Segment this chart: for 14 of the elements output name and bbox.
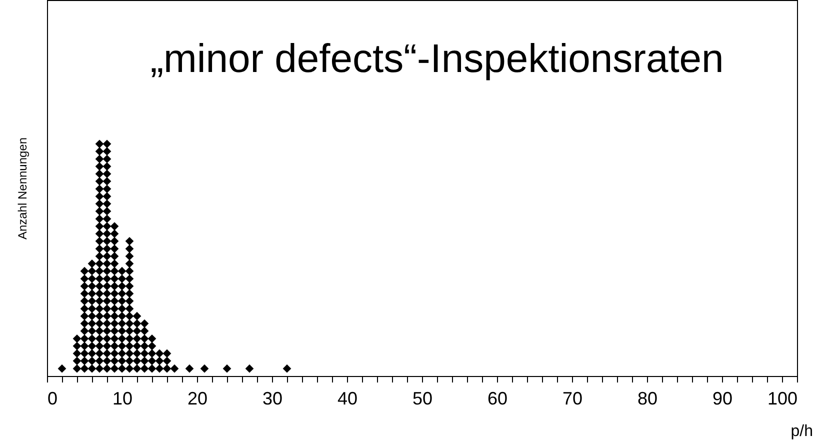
x-tick-label: 100 [767, 388, 798, 408]
x-tick-label: 40 [337, 388, 358, 408]
x-tick-label: 50 [412, 388, 433, 408]
x-tick-label: 10 [112, 388, 133, 408]
x-tick-label: 70 [562, 388, 583, 408]
chart-title: „minor defects“-Inspektionsraten [150, 37, 724, 81]
x-tick-label: 0 [48, 388, 58, 408]
y-axis-title: Anzahl Nennungen [16, 137, 30, 240]
x-tick-label: 80 [637, 388, 658, 408]
x-tick-label: 20 [187, 388, 208, 408]
x-tick-label: 60 [487, 388, 508, 408]
x-axis-title: p/h [790, 423, 813, 440]
x-tick-label: 90 [712, 388, 733, 408]
x-tick-label: 30 [262, 388, 283, 408]
